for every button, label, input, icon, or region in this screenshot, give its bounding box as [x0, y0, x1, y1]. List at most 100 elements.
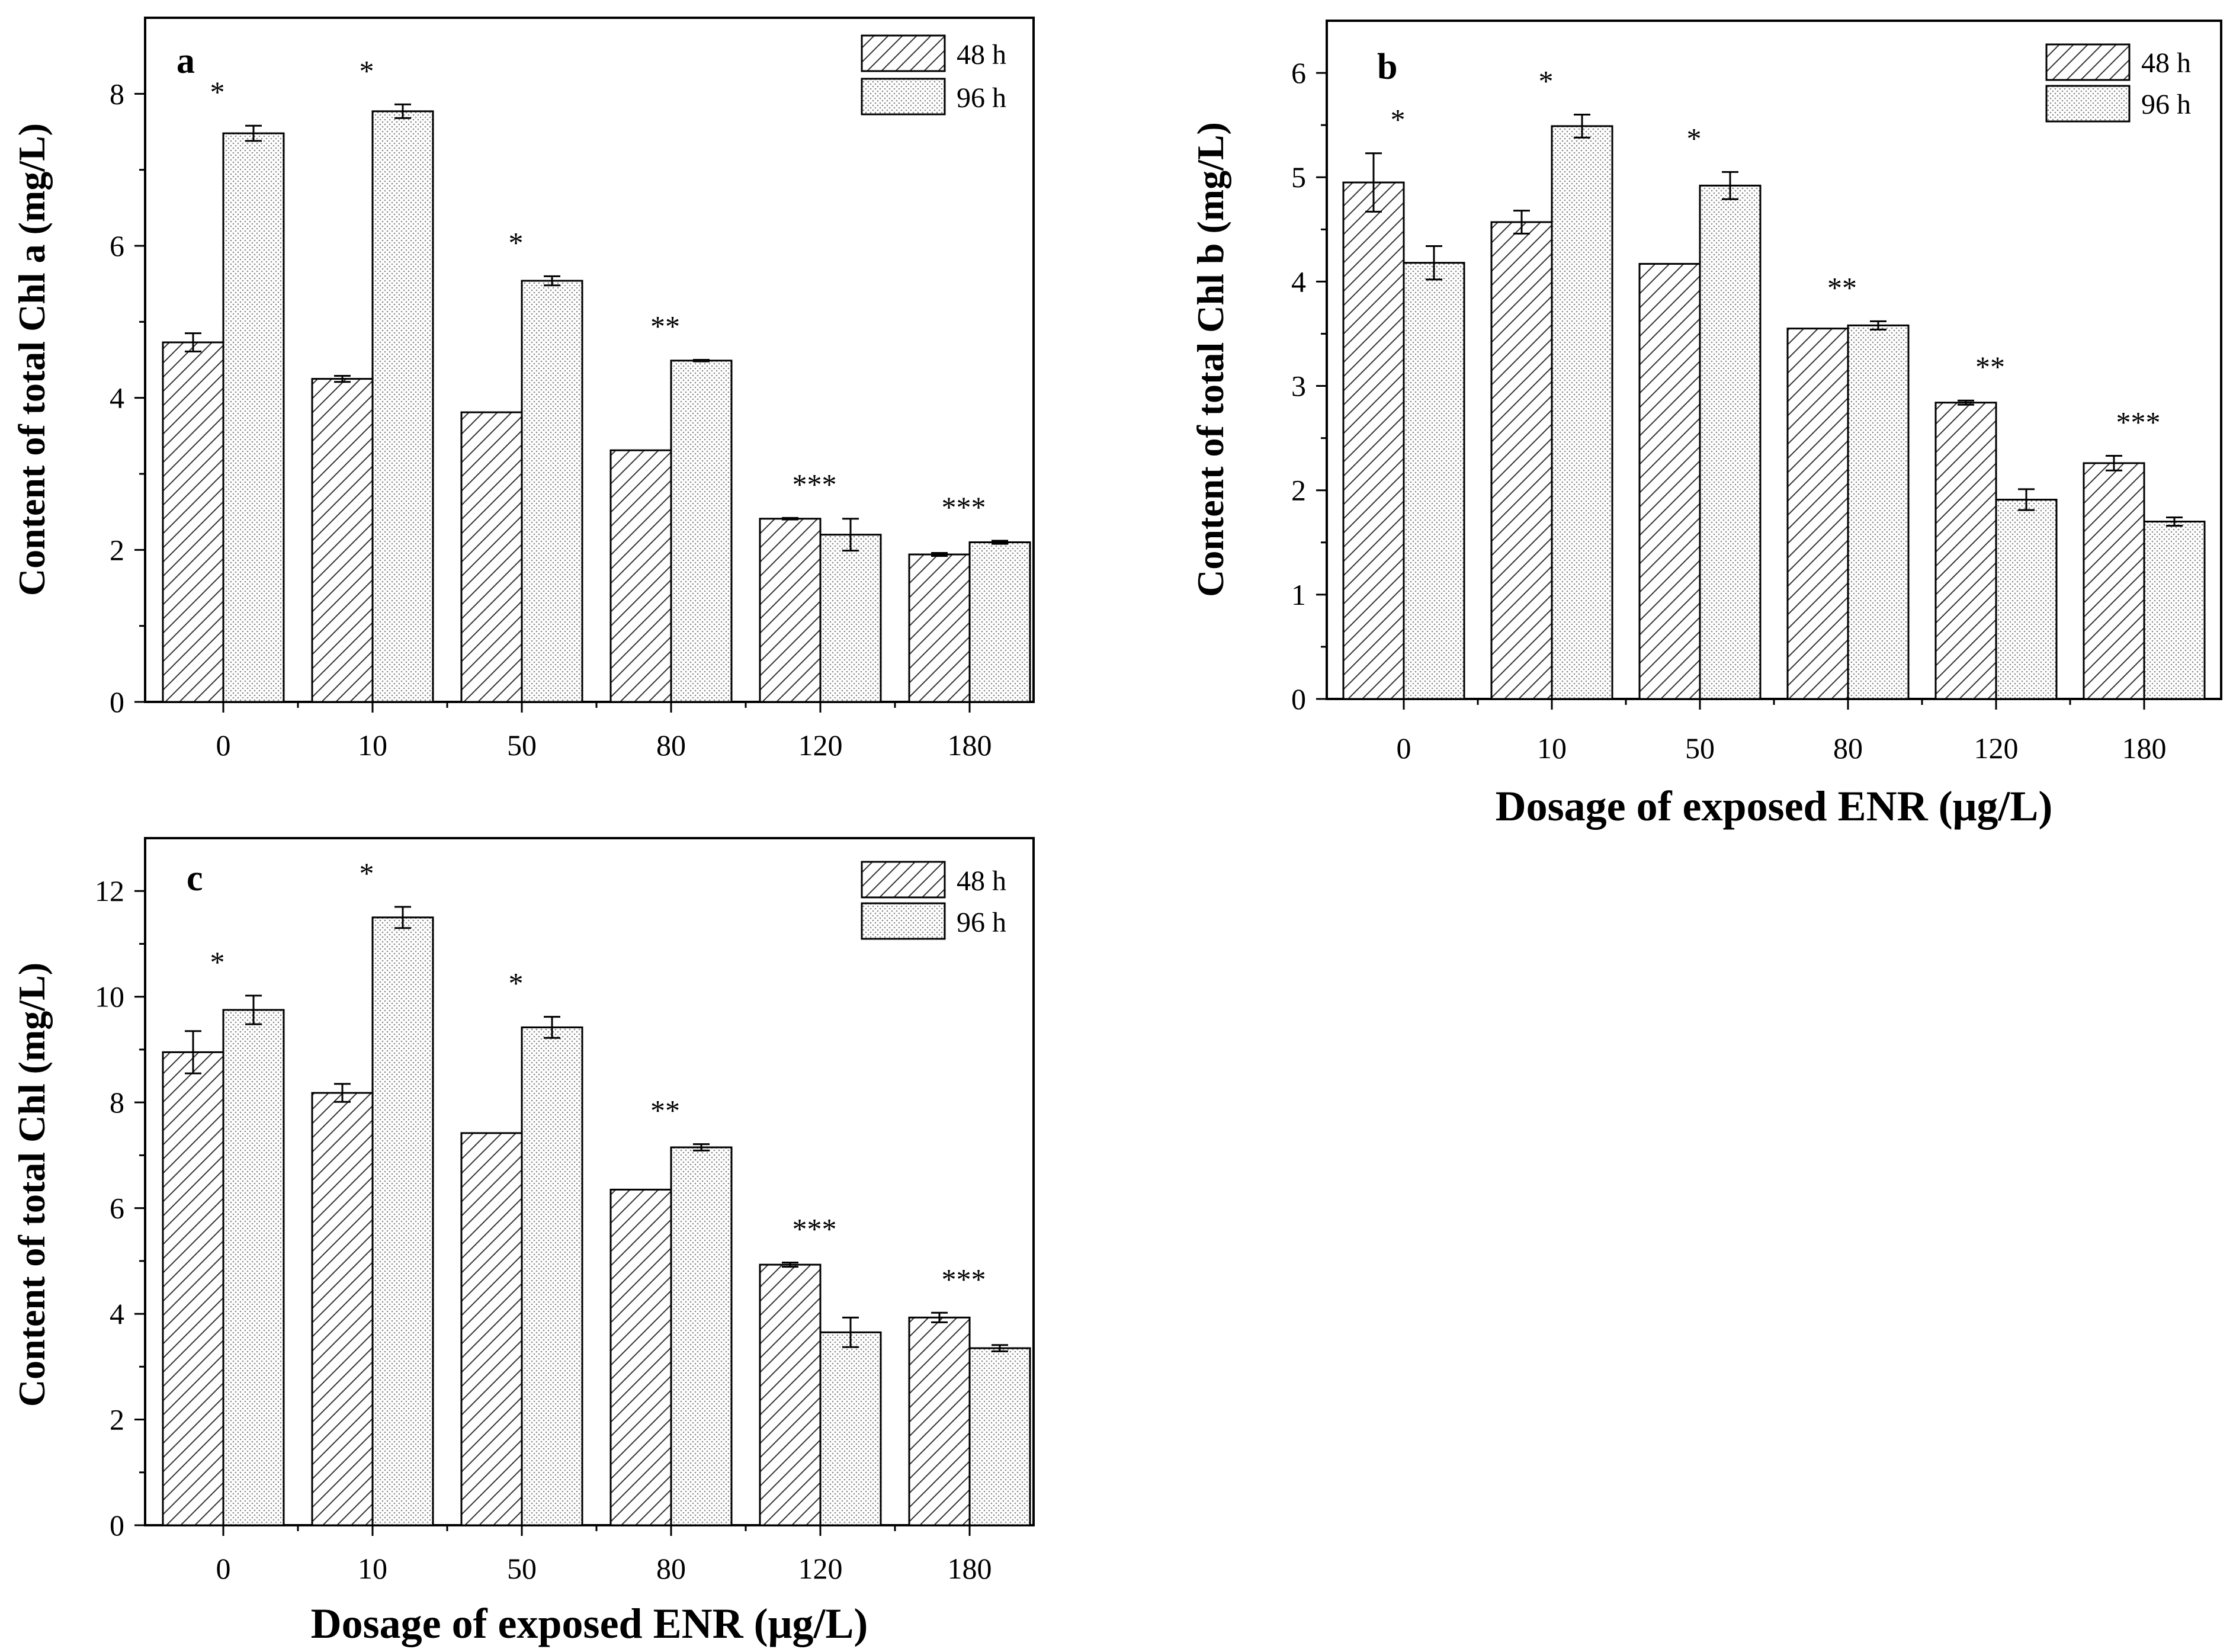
x-tick-label: 120	[798, 1552, 843, 1585]
bar-48h-80	[609, 449, 672, 703]
y-tick-label: 0	[1291, 682, 1306, 716]
significance-marker: ***	[942, 1262, 986, 1295]
bar-96h-0	[222, 132, 285, 703]
bar-96h-10	[371, 916, 434, 1526]
x-tick-label: 80	[656, 1552, 686, 1585]
bar-48h-120	[759, 1263, 822, 1526]
significance-marker: ***	[793, 467, 837, 501]
y-axis-label: Content of total Chl a (mg/L)	[11, 123, 53, 596]
significance-marker: *	[1539, 65, 1554, 98]
y-tick-label: 3	[1291, 370, 1306, 403]
bar-96h-80	[670, 360, 733, 703]
significance-marker: *	[1391, 103, 1406, 136]
bar-48h-50	[460, 1132, 523, 1526]
significance-marker: *	[509, 226, 524, 259]
significance-marker: **	[650, 1094, 680, 1127]
legend-swatch-48h	[861, 34, 946, 72]
bar-96h-80	[670, 1146, 733, 1526]
bar-96h-180	[2143, 521, 2206, 700]
x-axis-label: Dosage of exposed ENR (μg/L)	[311, 1600, 868, 1647]
y-tick-label: 2	[110, 533, 124, 566]
bar-96h-0	[1403, 262, 1465, 700]
bar-48h-0	[1342, 181, 1405, 700]
panel-letter: a	[177, 41, 195, 81]
bar-48h-180	[908, 1316, 971, 1526]
legend-swatch-96h	[861, 902, 946, 940]
bar-48h-80	[609, 1188, 672, 1526]
y-tick-label: 2	[1291, 474, 1306, 507]
significance-marker: *	[360, 857, 374, 890]
y-tick-label: 4	[110, 1297, 124, 1330]
legend-swatch-48h	[2045, 43, 2131, 81]
y-axis-label: Content of total Chl (mg/L)	[11, 963, 53, 1407]
bar-48h-10	[1490, 221, 1553, 700]
bar-96h-50	[521, 1026, 583, 1526]
legend-label-48h: 48 h	[957, 39, 1006, 70]
significance-marker: ***	[793, 1212, 837, 1246]
y-tick-label: 6	[110, 1192, 124, 1225]
y-tick-label: 4	[110, 381, 124, 415]
bar-48h-180	[2083, 462, 2145, 700]
bar-48h-0	[162, 1051, 224, 1526]
x-tick-label: 10	[358, 1552, 387, 1585]
x-tick-label: 50	[1685, 732, 1715, 765]
plot-frame	[144, 17, 1035, 703]
bar-48h-50	[1638, 262, 1701, 700]
legend-label-48h: 48 h	[2141, 47, 2191, 79]
legend-swatch-96h	[861, 78, 946, 116]
x-tick-label: 0	[1397, 732, 1411, 765]
significance-marker: **	[650, 310, 680, 343]
legend-swatch-96h	[2045, 85, 2131, 123]
bar-48h-80	[1786, 328, 1849, 700]
y-tick-label: 1	[1291, 578, 1306, 611]
y-tick-label: 4	[1291, 265, 1306, 298]
x-tick-label: 0	[216, 729, 231, 762]
bar-96h-180	[968, 1347, 1031, 1526]
bar-96h-10	[371, 110, 434, 703]
x-tick-label: 80	[1833, 732, 1863, 765]
y-tick-label: 6	[1291, 56, 1306, 89]
x-tick-label: 10	[358, 729, 387, 762]
legend: 48 h 96 h	[2045, 43, 2191, 123]
x-tick-label: 180	[948, 1552, 992, 1585]
bar-48h-180	[908, 553, 971, 703]
significance-marker: ***	[942, 490, 986, 524]
significance-marker: *	[1687, 121, 1702, 155]
significance-marker: *	[210, 945, 225, 979]
panel-letter: b	[1377, 47, 1397, 87]
significance-marker: *	[210, 75, 225, 108]
panel-letter: c	[187, 858, 203, 899]
significance-marker: *	[360, 54, 374, 87]
y-tick-label: 12	[95, 874, 124, 907]
legend-label-48h: 48 h	[957, 865, 1006, 897]
significance-marker: **	[1827, 271, 1857, 304]
x-tick-label: 80	[656, 729, 686, 762]
legend-label-96h: 96 h	[2141, 89, 2191, 120]
x-tick-label: 120	[798, 729, 843, 762]
x-axis-label: Dosage of exposed ENR (μg/L)	[1496, 782, 2053, 830]
x-tick-label: 50	[507, 729, 537, 762]
significance-marker: ***	[2116, 406, 2161, 439]
y-tick-label: 5	[1291, 161, 1306, 194]
x-tick-label: 0	[216, 1552, 231, 1585]
plot-frame	[144, 837, 1035, 1526]
bar-96h-80	[1847, 324, 1910, 700]
x-tick-label: 10	[1537, 732, 1567, 765]
bar-48h-10	[311, 378, 374, 703]
x-tick-label: 50	[507, 1552, 537, 1585]
y-tick-label: 8	[110, 1086, 124, 1119]
y-tick-label: 10	[95, 980, 124, 1013]
y-axis-label: Content of total Chl b (mg/L)	[1189, 122, 1231, 597]
bar-96h-120	[819, 1331, 882, 1526]
legend: 48 h 96 h	[861, 34, 1006, 116]
bar-48h-50	[460, 411, 523, 703]
y-tick-label: 2	[110, 1403, 124, 1436]
x-tick-label: 180	[948, 729, 992, 762]
bar-48h-0	[162, 341, 224, 703]
significance-marker: **	[1975, 350, 2005, 383]
y-tick-label: 6	[110, 229, 124, 262]
